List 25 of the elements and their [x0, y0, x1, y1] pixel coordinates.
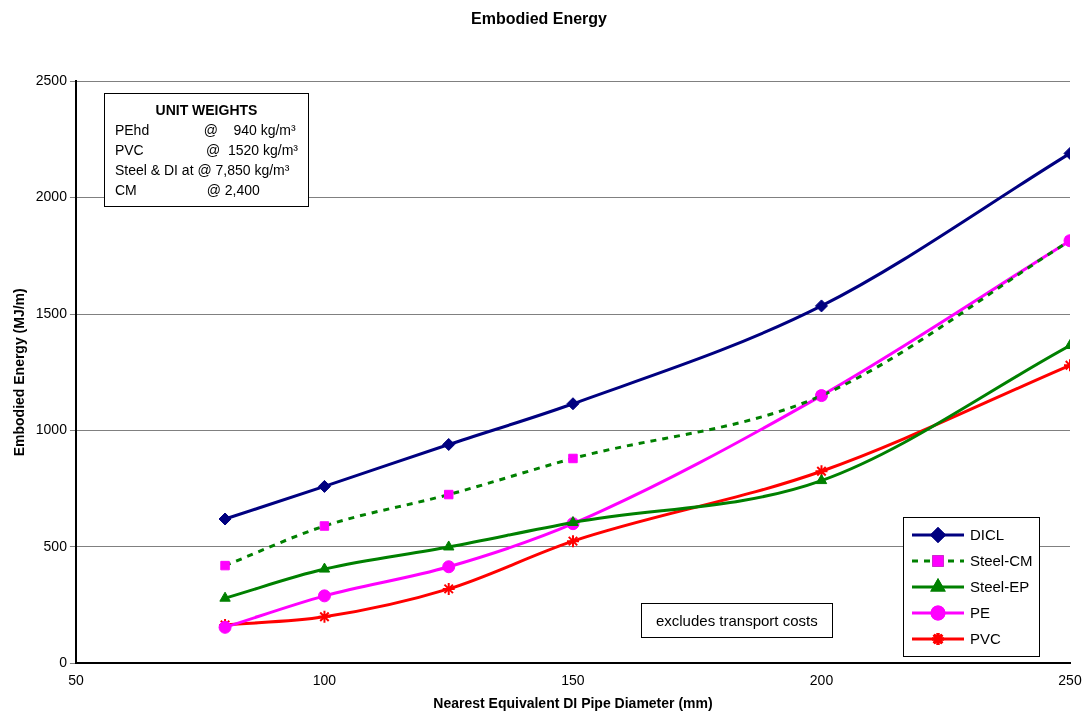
x-tick-label: 50: [68, 671, 84, 688]
legend-label: DICL: [970, 525, 1005, 546]
legend-label: Steel-EP: [970, 577, 1030, 598]
annotation: PEhd @ 940 kg/m³: [114, 121, 297, 141]
x-tick-label: 150: [561, 671, 585, 688]
y-tick-label: 1000: [35, 421, 68, 438]
legend-label: Steel-CM: [970, 551, 1033, 572]
y-tick-label: 2000: [35, 188, 68, 205]
x-tick-label: 200: [809, 671, 834, 688]
x-tick-label: 250: [1058, 671, 1082, 688]
legend-label: PVC: [970, 629, 1001, 650]
y-tick-label: 0: [59, 654, 68, 671]
x-tick-label: 100: [312, 671, 337, 688]
annotation: PVC @ 1520 kg/m³: [114, 141, 298, 161]
annotation: CM @ 2,400: [114, 181, 261, 201]
y-tick-label: 1500: [35, 304, 68, 321]
y-tick-label: 500: [43, 537, 68, 554]
x-axis-title: Nearest Equivalent DI Pipe Diameter (mm): [433, 695, 713, 712]
legend-label: PE: [970, 603, 991, 624]
y-axis-title: Embodied Energy (MJ/m): [11, 288, 28, 457]
annotation: excludes transport costs: [640, 603, 833, 639]
annotation: UNIT WEIGHTS: [154, 101, 259, 121]
annotation: Steel & DI at @ 7,850 kg/m³: [114, 161, 291, 181]
chart-title: Embodied Energy: [470, 10, 608, 28]
y-tick-label: 2500: [35, 72, 68, 89]
